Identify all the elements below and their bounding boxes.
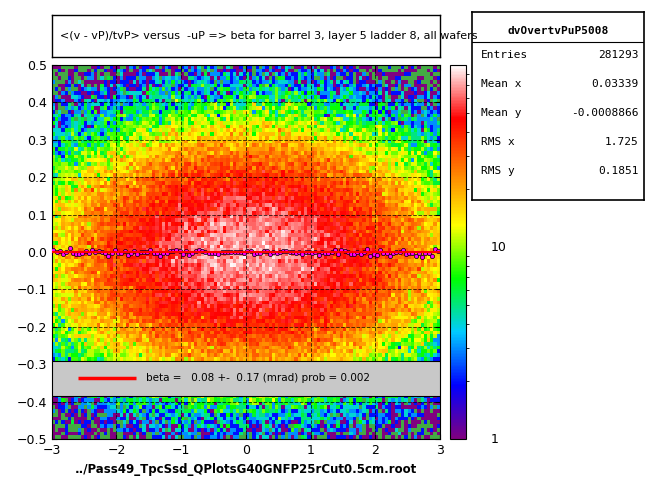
Text: 0.1851: 0.1851: [598, 166, 639, 176]
Text: 10: 10: [491, 241, 507, 253]
Text: 281293: 281293: [598, 50, 639, 60]
Text: dvOvertvPuP5008: dvOvertvPuP5008: [507, 25, 609, 35]
Text: 1: 1: [491, 433, 499, 446]
Text: Mean y: Mean y: [481, 108, 521, 118]
Text: 1.725: 1.725: [605, 137, 639, 147]
Text: <(v - vP)/tvP> versus  -uP => beta for barrel 3, layer 5 ladder 8, all wafers: <(v - vP)/tvP> versus -uP => beta for ba…: [60, 31, 477, 41]
Text: RMS x: RMS x: [481, 137, 514, 147]
Text: RMS y: RMS y: [481, 166, 514, 176]
Text: 0: 0: [491, 58, 499, 71]
Text: Entries: Entries: [481, 50, 528, 60]
Bar: [52, 361, 440, 396]
Text: Mean x: Mean x: [481, 79, 521, 89]
X-axis label: ../Pass49_TpcSsd_QPlotsG40GNFP25rCut0.5cm.root: ../Pass49_TpcSsd_QPlotsG40GNFP25rCut0.5c…: [75, 463, 417, 476]
Text: 0.03339: 0.03339: [591, 79, 639, 89]
Text: -0.0008866: -0.0008866: [571, 108, 639, 118]
Text: beta =   0.08 +-  0.17 (mrad) prob = 0.002: beta = 0.08 +- 0.17 (mrad) prob = 0.002: [146, 373, 369, 384]
